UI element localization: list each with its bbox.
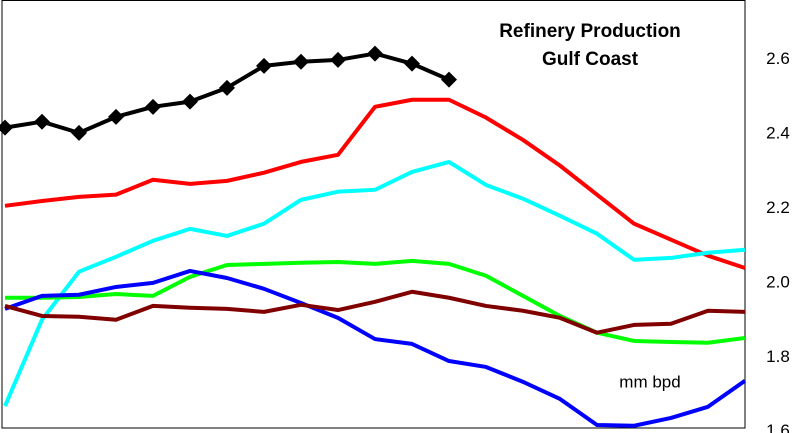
y-tick-label: 2.6 bbox=[766, 49, 790, 68]
diamond-marker bbox=[0, 119, 13, 136]
y-tick-label: 2.2 bbox=[766, 198, 790, 217]
unit-annotation: mm bpd bbox=[619, 372, 680, 391]
diamond-marker bbox=[219, 79, 235, 96]
series-line bbox=[4, 289, 746, 335]
diamond-marker bbox=[71, 124, 87, 141]
diamond-marker bbox=[145, 98, 161, 115]
y-tick-label: 2.0 bbox=[766, 272, 790, 291]
y-tick-label: 1.8 bbox=[766, 347, 790, 366]
series-line bbox=[5, 258, 746, 345]
diamond-marker bbox=[330, 51, 346, 68]
chart-subtitle: Gulf Coast bbox=[542, 49, 639, 70]
y-tick-label: 1.6 bbox=[766, 421, 790, 433]
diamond-marker bbox=[367, 45, 383, 62]
chart-title: Refinery Production bbox=[499, 21, 681, 42]
diamond-marker bbox=[404, 55, 420, 72]
y-tick-label: 2.4 bbox=[766, 123, 790, 142]
series-line bbox=[4, 268, 747, 428]
diamond-marker bbox=[293, 53, 309, 70]
diamond-marker bbox=[441, 71, 457, 88]
series-line bbox=[4, 97, 746, 270]
diamond-marker bbox=[34, 113, 50, 130]
diamond-marker bbox=[182, 93, 198, 110]
diamond-marker bbox=[256, 57, 272, 74]
series-line bbox=[3, 159, 746, 407]
lines bbox=[0, 45, 747, 428]
diamond-marker bbox=[108, 108, 124, 125]
